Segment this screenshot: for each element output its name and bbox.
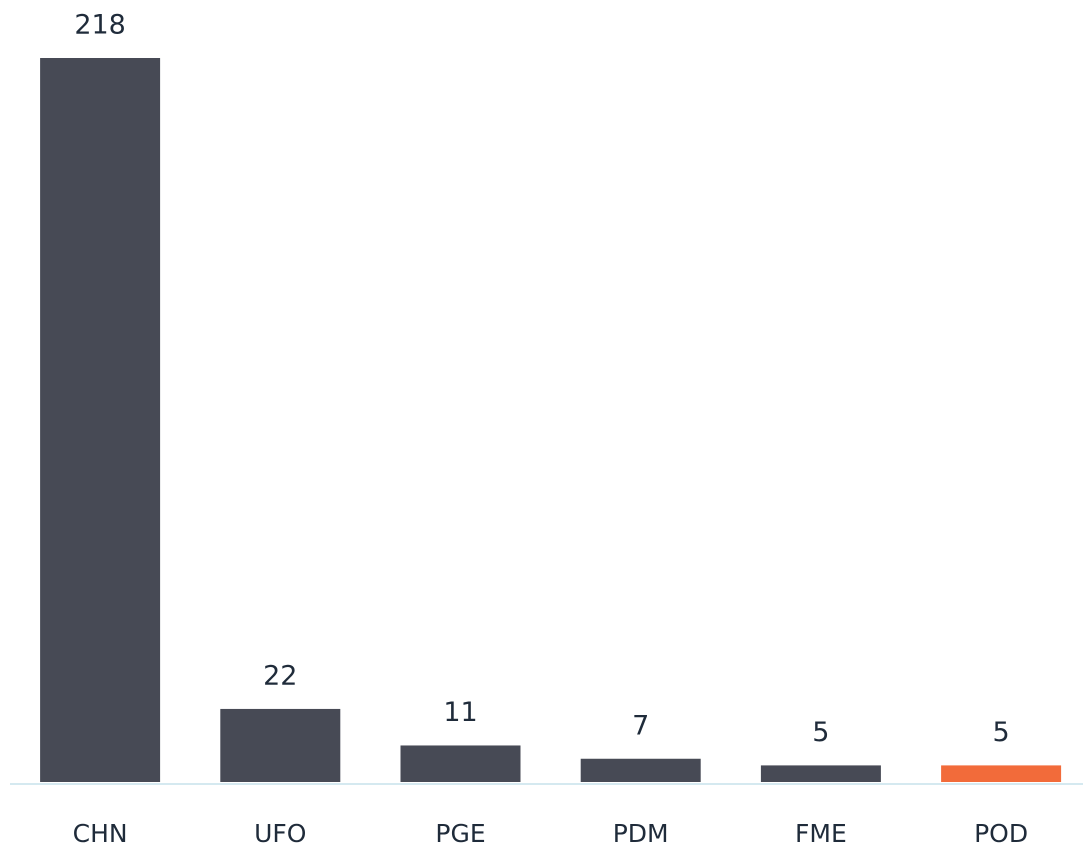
bar (400, 745, 521, 782)
bar (40, 58, 161, 782)
x-tick-label: PGE (435, 819, 485, 848)
bar (580, 758, 701, 782)
x-tick-label: CHN (73, 819, 128, 848)
value-label: 7 (632, 710, 649, 741)
bar (941, 765, 1062, 782)
bar (760, 765, 881, 782)
x-tick-label: POD (974, 819, 1028, 848)
x-tick-label: FME (795, 819, 847, 848)
value-label: 5 (812, 717, 829, 748)
value-label: 22 (263, 660, 297, 691)
value-label: 11 (443, 697, 477, 728)
x-tick-label: PDM (613, 819, 669, 848)
value-label: 218 (74, 10, 126, 41)
x-tick-label: UFO (254, 819, 306, 848)
bar (220, 708, 341, 782)
value-label: 5 (993, 717, 1010, 748)
